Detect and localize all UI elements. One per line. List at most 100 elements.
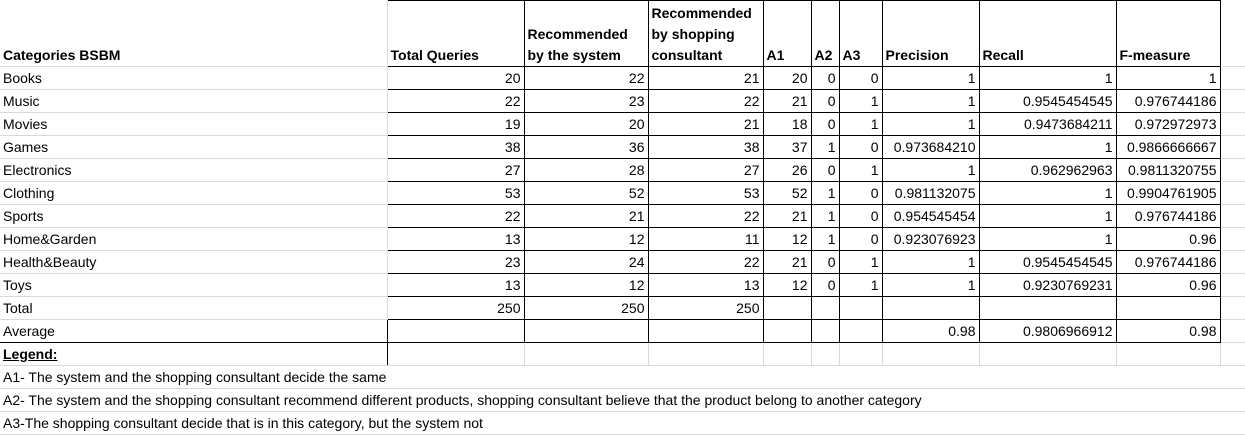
cell-precision[interactable]: 1 xyxy=(882,66,980,90)
cell-category[interactable]: Home&Garden xyxy=(0,227,388,251)
cell-a2[interactable]: 1 xyxy=(811,227,840,251)
cell-total-queries[interactable]: 13 xyxy=(387,227,525,251)
cell-category[interactable]: Movies xyxy=(0,112,388,136)
cell-a3[interactable]: 0 xyxy=(839,181,883,205)
cell-f-measure[interactable]: 0.976744186 xyxy=(1116,250,1221,274)
cell-a3[interactable]: 0 xyxy=(839,204,883,228)
empty-cell[interactable] xyxy=(882,342,980,366)
empty-cell[interactable] xyxy=(1116,342,1221,366)
cell-a1[interactable]: 21 xyxy=(763,204,812,228)
cell-precision[interactable]: 0.954545454 xyxy=(882,204,980,228)
cell-f-measure[interactable]: 1 xyxy=(1116,66,1221,90)
cell-recommended-consultant[interactable]: 53 xyxy=(648,181,764,205)
cell-recommended-consultant[interactable] xyxy=(648,319,764,343)
cell-category[interactable]: Books xyxy=(0,66,388,90)
cell-precision[interactable]: 1 xyxy=(882,158,980,182)
cell-category[interactable]: Average xyxy=(0,319,388,343)
cell-a2[interactable]: 0 xyxy=(811,66,840,90)
cell-recommended-system[interactable]: 12 xyxy=(524,227,649,251)
cell-recommended-system[interactable]: 24 xyxy=(524,250,649,274)
cell-recall[interactable]: 0.9473684211 xyxy=(979,112,1117,136)
header-category[interactable]: Categories BSBM xyxy=(0,0,388,67)
cell-precision[interactable]: 1 xyxy=(882,89,980,113)
cell-a2[interactable]: 1 xyxy=(811,135,840,159)
cell-category[interactable]: Health&Beauty xyxy=(0,250,388,274)
cell-a1[interactable]: 21 xyxy=(763,250,812,274)
cell-precision[interactable]: 0.98 xyxy=(882,319,980,343)
cell-category[interactable]: Sports xyxy=(0,204,388,228)
cell-f-measure[interactable]: 0.9811320755 xyxy=(1116,158,1221,182)
cell-recall[interactable] xyxy=(979,296,1117,320)
cell-recommended-consultant[interactable]: 13 xyxy=(648,273,764,297)
cell-a2[interactable]: 0 xyxy=(811,273,840,297)
cell-recommended-system[interactable]: 12 xyxy=(524,273,649,297)
cell-precision[interactable]: 1 xyxy=(882,273,980,297)
cell-total-queries[interactable]: 19 xyxy=(387,112,525,136)
empty-cell[interactable] xyxy=(387,342,525,366)
cell-recall[interactable]: 0.9230769231 xyxy=(979,273,1117,297)
cell-recommended-consultant[interactable]: 11 xyxy=(648,227,764,251)
cell-a2[interactable]: 0 xyxy=(811,89,840,113)
cell-a3[interactable]: 1 xyxy=(839,158,883,182)
cell-a1[interactable]: 21 xyxy=(763,89,812,113)
cell-a3[interactable] xyxy=(839,296,883,320)
header-recommended-consultant[interactable]: Recommended by shopping consultant xyxy=(648,0,764,67)
cell-a2[interactable]: 0 xyxy=(811,112,840,136)
cell-f-measure[interactable]: 0.96 xyxy=(1116,227,1221,251)
empty-cell[interactable] xyxy=(1220,89,1245,113)
empty-cell[interactable] xyxy=(1220,319,1245,343)
cell-recommended-consultant[interactable]: 21 xyxy=(648,112,764,136)
empty-cell[interactable] xyxy=(1220,181,1245,205)
cell-precision[interactable]: 0.973684210 xyxy=(882,135,980,159)
cell-recommended-system[interactable]: 28 xyxy=(524,158,649,182)
cell-total-queries[interactable]: 27 xyxy=(387,158,525,182)
cell-recall[interactable]: 0.9806966912 xyxy=(979,319,1117,343)
cell-recommended-system[interactable]: 23 xyxy=(524,89,649,113)
header-recall[interactable]: Recall xyxy=(979,0,1117,67)
cell-a3[interactable]: 0 xyxy=(839,66,883,90)
cell-total-queries[interactable] xyxy=(387,319,525,343)
cell-category[interactable]: Music xyxy=(0,89,388,113)
cell-total-queries[interactable]: 20 xyxy=(387,66,525,90)
cell-a2[interactable]: 0 xyxy=(811,250,840,274)
empty-cell[interactable] xyxy=(1220,135,1245,159)
empty-cell[interactable] xyxy=(1220,296,1245,320)
cell-total-queries[interactable]: 22 xyxy=(387,89,525,113)
cell-recommended-consultant[interactable]: 22 xyxy=(648,89,764,113)
empty-cell[interactable] xyxy=(1220,66,1245,90)
cell-a1[interactable]: 12 xyxy=(763,273,812,297)
header-precision[interactable]: Precision xyxy=(882,0,980,67)
cell-recommended-system[interactable] xyxy=(524,319,649,343)
cell-recall[interactable]: 1 xyxy=(979,204,1117,228)
cell-f-measure[interactable] xyxy=(1116,296,1221,320)
cell-recall[interactable]: 1 xyxy=(979,135,1117,159)
cell-f-measure[interactable]: 0.98 xyxy=(1116,319,1221,343)
cell-recall[interactable]: 0.9545454545 xyxy=(979,250,1117,274)
cell-recommended-system[interactable]: 20 xyxy=(524,112,649,136)
empty-cell[interactable] xyxy=(1220,0,1245,67)
cell-category[interactable]: Toys xyxy=(0,273,388,297)
cell-a1[interactable]: 12 xyxy=(763,227,812,251)
cell-recommended-consultant[interactable]: 22 xyxy=(648,250,764,274)
cell-f-measure[interactable]: 0.972972973 xyxy=(1116,112,1221,136)
cell-total-queries[interactable]: 53 xyxy=(387,181,525,205)
empty-cell[interactable] xyxy=(811,342,840,366)
cell-a3[interactable]: 0 xyxy=(839,135,883,159)
empty-cell[interactable] xyxy=(648,342,764,366)
cell-a2[interactable]: 0 xyxy=(811,158,840,182)
cell-f-measure[interactable]: 0.9866666667 xyxy=(1116,135,1221,159)
header-a2[interactable]: A2 xyxy=(811,0,840,67)
cell-total-queries[interactable]: 23 xyxy=(387,250,525,274)
cell-precision[interactable] xyxy=(882,296,980,320)
cell-precision[interactable]: 0.923076923 xyxy=(882,227,980,251)
empty-cell[interactable] xyxy=(524,342,649,366)
cell-category[interactable]: Games xyxy=(0,135,388,159)
empty-cell[interactable] xyxy=(1220,158,1245,182)
cell-a3[interactable]: 1 xyxy=(839,89,883,113)
cell-category[interactable]: Clothing xyxy=(0,181,388,205)
header-a3[interactable]: A3 xyxy=(839,0,883,67)
header-a1[interactable]: A1 xyxy=(763,0,812,67)
cell-recall[interactable]: 1 xyxy=(979,66,1117,90)
cell-recommended-system[interactable]: 250 xyxy=(524,296,649,320)
header-f-measure[interactable]: F-measure xyxy=(1116,0,1221,67)
